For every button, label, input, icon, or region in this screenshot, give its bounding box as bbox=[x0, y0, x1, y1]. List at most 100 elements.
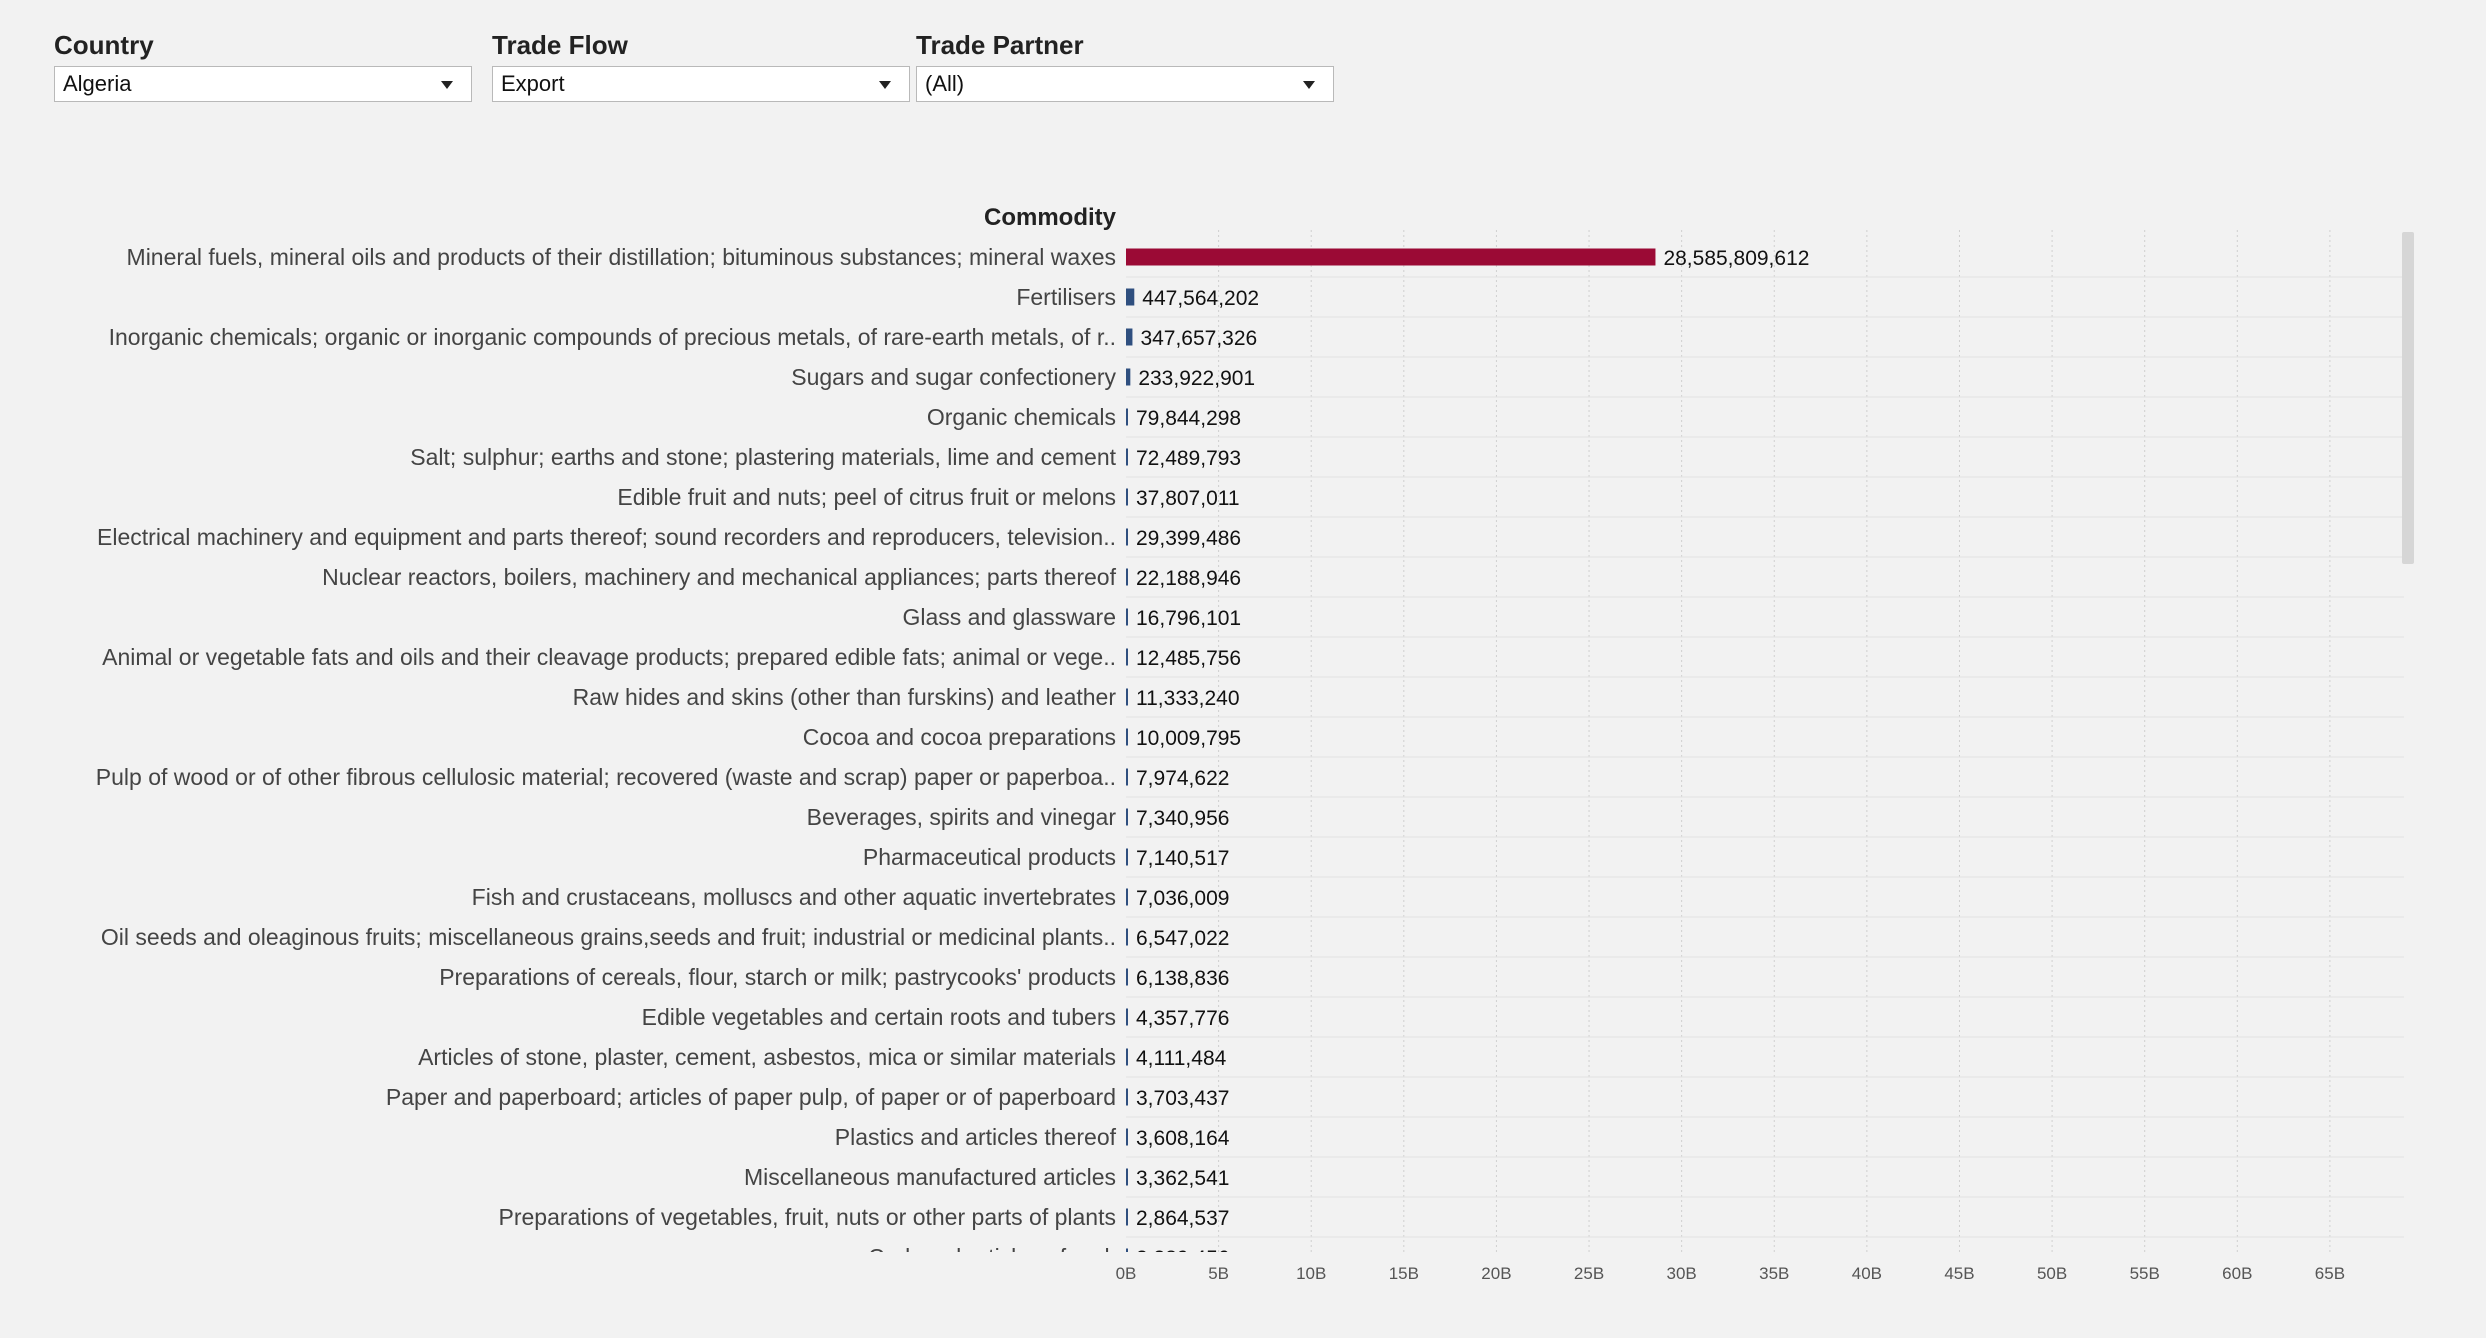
x-tick-label: 55B bbox=[2130, 1264, 2160, 1283]
value-label: 6,547,022 bbox=[1136, 927, 1229, 950]
value-label: 7,340,956 bbox=[1136, 807, 1229, 830]
commodity-label: Preparations of vegetables, fruit, nuts … bbox=[498, 1204, 1116, 1230]
value-label: 6,138,836 bbox=[1136, 967, 1229, 990]
bar[interactable] bbox=[1126, 328, 1133, 346]
bar[interactable] bbox=[1126, 568, 1128, 586]
bar[interactable] bbox=[1126, 1208, 1128, 1226]
commodity-label: Pharmaceutical products bbox=[863, 844, 1116, 870]
trade-partner-dropdown[interactable]: (All) bbox=[916, 66, 1334, 102]
commodity-label: Fertilisers bbox=[1016, 284, 1116, 310]
commodity-label: Miscellaneous manufactured articles bbox=[744, 1164, 1116, 1190]
commodity-label: Organic chemicals bbox=[927, 404, 1116, 430]
commodity-label: Pulp of wood or of other fibrous cellulo… bbox=[96, 764, 1116, 790]
bar[interactable] bbox=[1126, 288, 1135, 306]
commodity-label: Raw hides and skins (other than furskins… bbox=[573, 684, 1117, 710]
trade-flow-dropdown[interactable]: Export bbox=[492, 66, 910, 102]
commodity-label: Edible vegetables and certain roots and … bbox=[642, 1004, 1116, 1030]
value-label: 3,608,164 bbox=[1136, 1127, 1230, 1150]
value-label: 7,036,009 bbox=[1136, 887, 1229, 910]
bar[interactable] bbox=[1126, 688, 1128, 706]
value-label: 4,357,776 bbox=[1136, 1007, 1229, 1030]
commodity-label: Beverages, spirits and vinegar bbox=[807, 804, 1117, 830]
bar[interactable] bbox=[1126, 768, 1128, 786]
bar[interactable] bbox=[1126, 448, 1128, 466]
bar[interactable] bbox=[1126, 728, 1128, 746]
value-label: 72,489,793 bbox=[1136, 447, 1241, 470]
commodity-label: Mineral fuels, mineral oils and products… bbox=[127, 244, 1116, 270]
chevron-down-icon[interactable] bbox=[441, 81, 453, 89]
value-label: 2,864,537 bbox=[1136, 1207, 1229, 1230]
commodity-label: Articles of stone, plaster, cement, asbe… bbox=[418, 1044, 1116, 1070]
trade-partner-label: Trade Partner bbox=[916, 30, 1084, 60]
bar[interactable] bbox=[1126, 1168, 1128, 1186]
commodity-label: Cork and articles of cork bbox=[868, 1244, 1116, 1270]
x-tick-label: 35B bbox=[1759, 1264, 1789, 1283]
bar[interactable] bbox=[1126, 808, 1128, 826]
commodity-label: Preparations of cereals, flour, starch o… bbox=[439, 964, 1116, 990]
trade-flow-label: Trade Flow bbox=[492, 30, 628, 60]
bar[interactable] bbox=[1126, 888, 1128, 906]
value-label: 10,009,795 bbox=[1136, 727, 1241, 750]
value-label: 447,564,202 bbox=[1142, 287, 1259, 310]
bar[interactable] bbox=[1126, 1048, 1128, 1066]
value-label: 29,399,486 bbox=[1136, 527, 1241, 550]
value-label: 3,703,437 bbox=[1136, 1087, 1229, 1110]
country-filter: Country Algeria bbox=[54, 30, 472, 102]
commodity-label: Edible fruit and nuts; peel of citrus fr… bbox=[617, 484, 1116, 510]
commodity-label: Salt; sulphur; earths and stone; plaster… bbox=[410, 444, 1116, 470]
value-label: 4,111,484 bbox=[1136, 1047, 1227, 1070]
value-label: 2,389,456 bbox=[1136, 1247, 1229, 1270]
bar[interactable] bbox=[1126, 248, 1656, 266]
value-label: 16,796,101 bbox=[1136, 607, 1241, 630]
value-label: 3,362,541 bbox=[1136, 1167, 1229, 1190]
x-tick-label: 65B bbox=[2315, 1264, 2345, 1283]
commodity-label: Fish and crustaceans, molluscs and other… bbox=[472, 884, 1116, 910]
bar[interactable] bbox=[1126, 368, 1131, 386]
bar[interactable] bbox=[1126, 528, 1128, 546]
commodity-label: Glass and glassware bbox=[903, 604, 1117, 630]
country-label: Country bbox=[54, 30, 154, 60]
commodity-label: Electrical machinery and equipment and p… bbox=[97, 524, 1116, 550]
value-label: 7,974,622 bbox=[1136, 767, 1229, 790]
bar[interactable] bbox=[1126, 968, 1128, 986]
x-tick-label: 0B bbox=[1116, 1264, 1137, 1283]
chevron-down-icon[interactable] bbox=[879, 81, 891, 89]
x-tick-label: 40B bbox=[1852, 1264, 1882, 1283]
chevron-down-icon[interactable] bbox=[1303, 81, 1315, 89]
commodity-label: Cocoa and cocoa preparations bbox=[803, 724, 1116, 750]
bar[interactable] bbox=[1126, 1088, 1128, 1106]
commodity-label: Oil seeds and oleaginous fruits; miscell… bbox=[101, 924, 1116, 950]
trade-flow-filter: Trade Flow Export bbox=[492, 30, 910, 102]
x-tick-label: 25B bbox=[1574, 1264, 1604, 1283]
value-label: 79,844,298 bbox=[1136, 407, 1241, 430]
bar[interactable] bbox=[1126, 1248, 1128, 1266]
value-label: 347,657,326 bbox=[1140, 327, 1257, 350]
commodity-label: Plastics and articles thereof bbox=[835, 1124, 1117, 1150]
trade-partner-filter: Trade Partner (All) bbox=[916, 30, 1334, 102]
value-label: 22,188,946 bbox=[1136, 567, 1241, 590]
x-tick-label: 45B bbox=[1944, 1264, 1974, 1283]
bar[interactable] bbox=[1126, 408, 1128, 426]
trade-partner-value: (All) bbox=[925, 71, 965, 96]
x-tick-label: 5B bbox=[1208, 1264, 1229, 1283]
commodity-label: Paper and paperboard; articles of paper … bbox=[386, 1084, 1116, 1110]
country-value: Algeria bbox=[63, 71, 132, 96]
value-label: 11,333,240 bbox=[1136, 687, 1240, 710]
vertical-scrollbar[interactable] bbox=[2402, 232, 2414, 564]
x-tick-label: 50B bbox=[2037, 1264, 2067, 1283]
country-dropdown[interactable]: Algeria bbox=[54, 66, 472, 102]
bar[interactable] bbox=[1126, 1008, 1128, 1026]
bar[interactable] bbox=[1126, 928, 1128, 946]
bar[interactable] bbox=[1126, 488, 1128, 506]
x-tick-label: 10B bbox=[1296, 1264, 1326, 1283]
bar[interactable] bbox=[1126, 648, 1128, 666]
x-tick-label: 15B bbox=[1389, 1264, 1419, 1283]
bar[interactable] bbox=[1126, 608, 1128, 626]
bar[interactable] bbox=[1126, 848, 1128, 866]
commodity-label: Inorganic chemicals; organic or inorgani… bbox=[109, 324, 1116, 350]
commodity-label: Animal or vegetable fats and oils and th… bbox=[102, 644, 1116, 670]
bar[interactable] bbox=[1126, 1128, 1128, 1146]
x-tick-label: 20B bbox=[1481, 1264, 1511, 1283]
value-label: 12,485,756 bbox=[1136, 647, 1241, 670]
